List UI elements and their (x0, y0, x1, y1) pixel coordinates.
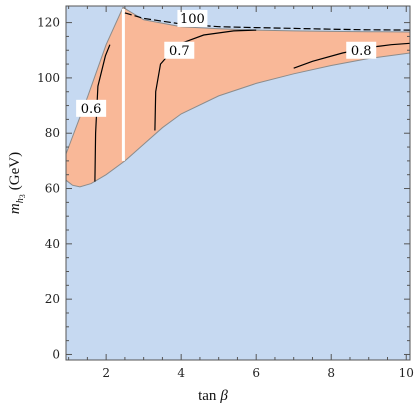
contour-label-0: 0.6 (81, 102, 102, 117)
y-tick-label: 0 (52, 347, 60, 361)
contour-label-box-3 (177, 9, 208, 27)
contour-lines (94, 12, 411, 182)
contour-line-3 (124, 12, 411, 31)
contour-label-3: 100 (180, 12, 205, 27)
x-tick-label: 2 (102, 366, 110, 380)
contour-line-0 (94, 44, 111, 182)
y-tick-label: 100 (37, 71, 60, 85)
x-tick-label: 4 (177, 366, 185, 380)
y-tick-label: 60 (45, 182, 60, 196)
y-tick-label: 80 (45, 126, 60, 140)
x-tick-label: 6 (252, 366, 260, 380)
y-tick-label: 120 (37, 16, 60, 30)
excluded-gap (121, 8, 125, 161)
contour-label-box-1 (164, 41, 195, 59)
y-axis-label: mh3(GeV) (7, 152, 27, 214)
svg-text:mh3(GeV): mh3(GeV) (7, 152, 27, 214)
x-axis-label: tan β (198, 388, 228, 404)
contour-labels: 0.6 0.7 0.8 100 (76, 9, 377, 117)
contour-label-1: 0.7 (169, 44, 190, 59)
region-upper-boundary (65, 6, 411, 155)
allowed-region (66, 7, 410, 187)
x-tick-label: 10 (399, 366, 414, 380)
plot-area (65, 6, 411, 360)
contour-label-box-2 (346, 41, 377, 59)
x-tick-label: 8 (327, 366, 335, 380)
plot-frame (65, 5, 411, 361)
y-tick-label: 20 (45, 292, 60, 306)
contour-label-2: 0.8 (351, 44, 372, 59)
y-tick-label: 40 (45, 237, 60, 251)
region-lower-boundary (65, 52, 411, 188)
contour-label-box-0 (76, 99, 107, 117)
